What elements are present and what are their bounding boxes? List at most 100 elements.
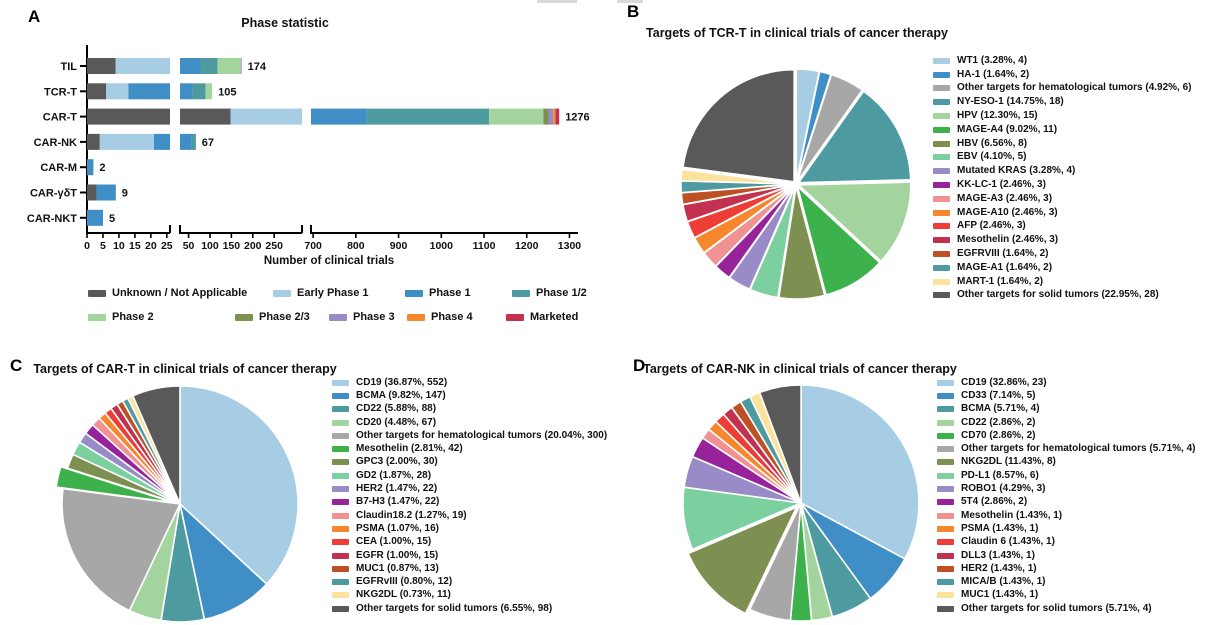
bar-total-label: 5 <box>109 213 115 225</box>
legend-swatch <box>933 278 950 285</box>
pie-legend-item: Other targets for solid tumors (22.95%, … <box>933 289 1192 303</box>
pie-b-title: Targets of TCR-T in clinical trials of c… <box>646 26 948 40</box>
legend-swatch <box>933 99 950 106</box>
bar-segment <box>548 108 554 125</box>
pie-legend-item: HER2 (1.47%, 22) <box>332 482 607 495</box>
legend-label: CEA (1.00%, 15) <box>356 536 432 548</box>
screen-artifact <box>617 0 643 3</box>
legend-swatch <box>933 182 950 189</box>
legend-label: MART-1 (1.64%, 2) <box>957 275 1044 287</box>
bar-segment <box>87 133 100 150</box>
legend-swatch <box>937 392 954 399</box>
legend-label: PD-L1 (8.57%, 6) <box>961 469 1039 481</box>
legend-swatch <box>332 486 349 493</box>
legend-label: Mesothelin (2.81%, 42) <box>356 443 463 455</box>
pie-legend-item: HER2 (1.43%, 1) <box>937 562 1196 575</box>
legend-label: MAGE-A4 (9.02%, 11) <box>957 123 1058 135</box>
x-tick-label: 800 <box>347 240 365 252</box>
bar-total-label: 67 <box>202 137 214 149</box>
legend-label: Unknown / Not Applicable <box>112 287 248 299</box>
bar-segment <box>87 108 170 125</box>
pie-legend-item: Mesothelin (2.81%, 42) <box>332 442 607 455</box>
pie-slice <box>797 90 912 184</box>
pie-legend-item: Claudin18.2 (1.27%, 19) <box>332 509 607 522</box>
legend-label: MUC1 (1.43%, 1) <box>961 589 1039 601</box>
pie-legend-item: EGFR (1.00%, 15) <box>332 549 607 562</box>
pie-slice <box>687 506 798 615</box>
pie-legend-item: BCMA (9.82%, 147) <box>332 389 607 402</box>
bar-segment <box>87 58 116 74</box>
pie-legend-item: CEA (1.00%, 15) <box>332 536 607 549</box>
legend-label: NKG2DL (0.73%, 11) <box>356 589 451 601</box>
category-label: CAR-NK <box>34 137 77 149</box>
pie-slice <box>796 185 881 296</box>
category-label: CAR-T <box>43 112 77 124</box>
phase-legend-item: Phase 1/2 <box>512 288 587 299</box>
legend-label: Phase 2/3 <box>259 311 310 323</box>
pie-legend-item: NKG2DL (11.43%, 8) <box>937 456 1196 469</box>
legend-label: CD19 (36.87%, 552) <box>356 376 448 388</box>
legend-label: EBV (4.10%, 5) <box>957 151 1027 163</box>
legend-swatch <box>933 71 950 78</box>
pie-legend-item: EBV (4.10%, 5) <box>933 151 1192 165</box>
pie-legend-item: BCMA (5.71%, 4) <box>937 403 1196 416</box>
category-label: CAR-γδT <box>30 188 77 200</box>
legend-swatch <box>933 154 950 161</box>
pie-legend-item: Other targets for solid tumors (6.55%, 9… <box>332 602 607 615</box>
phase-legend-item: Phase 2 <box>88 312 154 323</box>
legend-swatch <box>332 392 349 399</box>
bar-segment <box>217 58 241 74</box>
bar-segment <box>106 83 129 100</box>
legend-label: Other targets for solid tumors (6.55%, 9… <box>356 602 553 614</box>
pie-slice <box>800 384 920 560</box>
pie-slice <box>796 73 864 183</box>
pie-slice <box>758 384 802 504</box>
bar-total-label: 105 <box>218 86 236 98</box>
legend-label: Phase 4 <box>431 311 473 323</box>
legend-label: EGFRVIII (1.64%, 2) <box>957 248 1049 260</box>
legend-label: NY-ESO-1 (14.75%, 18) <box>957 96 1064 108</box>
pie-slice <box>680 168 794 185</box>
legend-swatch <box>937 459 954 466</box>
legend-swatch <box>937 605 954 612</box>
bar-segment <box>205 83 213 100</box>
pie-legend-item: B7-H3 (1.47%, 22) <box>332 496 607 509</box>
legend-swatch <box>937 472 954 479</box>
x-tick-label: 1000 <box>430 240 454 252</box>
legend-swatch <box>332 432 349 439</box>
legend-label: DLL3 (1.43%, 1) <box>961 549 1035 561</box>
bar-chart-title: Phase statistic <box>241 16 329 30</box>
legend-swatch <box>933 292 950 299</box>
legend-label: HA-1 (1.64%, 2) <box>957 68 1030 80</box>
legend-label: Early Phase 1 <box>297 287 369 299</box>
x-tick-label: 1300 <box>558 240 582 252</box>
x-tick-label: 200 <box>244 240 262 252</box>
bar-segment <box>115 58 170 74</box>
pie-legend-item: CD22 (5.88%, 88) <box>332 403 607 416</box>
pie-legend-item: GPC3 (2.00%, 30) <box>332 456 607 469</box>
bar-segment <box>87 209 103 226</box>
legend-swatch <box>933 85 950 92</box>
bar-segment <box>553 108 556 125</box>
pie-legend-item: HBV (6.56%, 8) <box>933 137 1192 151</box>
pie-legend-item: 5T4 (2.86%, 2) <box>937 496 1196 509</box>
legend-swatch <box>332 539 349 546</box>
x-tick-label: 1100 <box>473 240 496 252</box>
legend-swatch <box>933 140 950 147</box>
legend-swatch <box>332 605 349 612</box>
x-tick-label: 25 <box>161 240 173 252</box>
legend-label: EGFR (1.00%, 15) <box>356 549 439 561</box>
legend-swatch <box>933 264 950 271</box>
phase-legend-item: Phase 4 <box>407 312 473 323</box>
pie-legend-item: CD22 (2.86%, 2) <box>937 416 1196 429</box>
legend-swatch <box>88 314 106 321</box>
pie-legend-item: MUC1 (1.43%, 1) <box>937 589 1196 602</box>
pie-legend-item: MAGE-A4 (9.02%, 11) <box>933 123 1192 137</box>
legend-swatch <box>933 223 950 230</box>
pie-d-title: Targets of CAR-NK in clinical trials of … <box>643 362 957 376</box>
legend-swatch <box>332 499 349 506</box>
pie-legend-item: AFP (2.46%, 3) <box>933 220 1192 234</box>
pie-legend-item: MART-1 (1.64%, 2) <box>933 275 1192 289</box>
legend-label: MICA/B (1.43%, 1) <box>961 576 1046 588</box>
legend-label: B7-H3 (1.47%, 22) <box>356 496 440 508</box>
